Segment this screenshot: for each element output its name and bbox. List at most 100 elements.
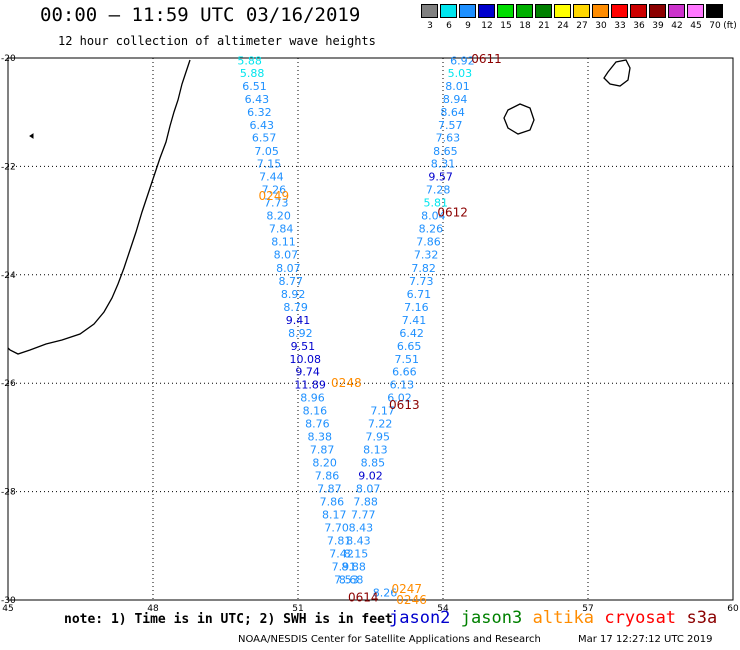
wave-height-value: 8.38 [308, 430, 333, 443]
wave-height-value: 8.79 [283, 301, 308, 314]
satellite-legend-item: altika [532, 608, 595, 628]
scale-swatch [706, 4, 723, 18]
scale-swatch [459, 4, 476, 18]
wave-height-value: 8.07 [274, 249, 299, 262]
wave-height-value: 6.43 [250, 119, 275, 132]
wave-height-value: 7.41 [402, 314, 427, 327]
wave-height-value: 6.66 [392, 365, 417, 378]
wave-height-value: 6.32 [247, 106, 272, 119]
scale-label: 27 [576, 21, 588, 31]
scale-label: 42 [671, 21, 683, 31]
scale-swatch [535, 4, 552, 18]
wave-height-value: 7.22 [368, 417, 393, 430]
wave-height-value: 7.42 [329, 547, 354, 560]
wave-height-points: 5.885.886.516.436.326.436.577.057.157.44… [237, 55, 474, 600]
wave-height-value: 7.87 [310, 443, 335, 456]
wave-height-value: 7.87 [317, 482, 342, 495]
scale-label: 30 [595, 21, 607, 31]
wave-height-value: 7.88 [353, 495, 378, 508]
scale-label: 70 [709, 21, 721, 31]
wave-height-value: 11.89 [294, 378, 326, 391]
scale-swatch [440, 4, 457, 18]
footer-note: note: 1) Time is in UTC; 2) SWH is in fe… [64, 612, 393, 627]
mauritius-coastline [603, 59, 631, 87]
wave-height-value: 5.03 [448, 67, 473, 80]
scale-label: 39 [652, 21, 664, 31]
satellite-legend-item: s3a [686, 608, 718, 628]
track-time-label: 0248 [331, 376, 362, 390]
wave-height-value: 6.43 [245, 93, 270, 106]
lon-tick-label: 54 [437, 604, 449, 614]
satellite-legend-item: jason3 [460, 608, 523, 628]
wave-height-value: 8.11 [271, 236, 296, 249]
lon-tick-label: 51 [292, 604, 303, 614]
track-time-label: 0247 [391, 582, 422, 596]
scale-swatch [516, 4, 533, 18]
page-subtitle: 12 hour collection of altimeter wave hei… [58, 34, 376, 48]
wave-height-value: 6.13 [390, 378, 415, 391]
scale-unit: (ft) [723, 21, 737, 31]
wave-height-value: 6.71 [407, 288, 432, 301]
scale-label: 9 [465, 21, 471, 31]
wave-height-value: 8.65 [433, 145, 458, 158]
scale-label: 12 [481, 21, 493, 31]
reunion-coastline [503, 103, 535, 135]
wave-height-value: 6.57 [252, 132, 277, 145]
wave-height-value: 8.26 [373, 586, 398, 599]
madagascar-coastline [7, 59, 191, 355]
wave-height-value: 8.76 [305, 417, 330, 430]
islet [29, 133, 34, 139]
wave-height-value: 8.07 [356, 482, 381, 495]
wave-height-value: 7.51 [395, 353, 420, 366]
wave-height-value: 7.28 [426, 184, 451, 197]
scale-label: 21 [538, 21, 550, 31]
wave-height-value: 7.95 [366, 430, 391, 443]
wave-height-value: 8.04 [421, 210, 446, 223]
wave-height-value: 9.74 [295, 365, 320, 378]
lat-tick-label: -22 [1, 162, 16, 172]
satellite-legend-item: jason2 [389, 608, 451, 628]
wave-height-value: 7.84 [269, 223, 294, 236]
lat-tick-label: -20 [1, 54, 16, 64]
wave-height-value: 7.82 [411, 262, 436, 275]
footer-timestamp: Mar 17 12:27:12 UTC 2019 [578, 634, 713, 645]
track-time-label: 0611 [471, 52, 502, 66]
wave-height-value: 6.02 [387, 391, 412, 404]
wave-height-value: 7.15 [257, 158, 282, 171]
track-time-label: 0613 [389, 398, 420, 412]
wave-height-value: 9.51 [291, 340, 316, 353]
scale-swatch [611, 4, 628, 18]
wave-height-value: 9.02 [358, 469, 383, 482]
footer-credit: NOAA/NESDIS Center for Satellite Applica… [238, 634, 541, 645]
satellite-legend-item: cryosat [604, 608, 677, 628]
wave-height-value: 7.57 [438, 119, 463, 132]
wave-height-value: 6.42 [399, 327, 424, 340]
wave-height-value: 8.85 [361, 456, 386, 469]
wave-height-value: 8.94 [443, 93, 468, 106]
scale-label: 45 [690, 21, 702, 31]
scale-label: 3 [427, 21, 433, 31]
scale-swatch [649, 4, 666, 18]
track-time-label: 0614 [348, 590, 379, 604]
wave-height-value: 7.17 [370, 404, 395, 417]
wave-height-value: 8.07 [276, 262, 301, 275]
scale-label: 15 [500, 21, 512, 31]
wave-height-value: 9.41 [286, 314, 311, 327]
wave-height-value: 7.77 [351, 508, 376, 521]
scale-label: 36 [633, 21, 645, 31]
track-time-label: 0249 [259, 189, 290, 203]
wave-height-value: 8.92 [281, 288, 306, 301]
wave-height-value: 7.91 [332, 560, 357, 573]
map-frame [7, 57, 734, 601]
wave-height-value: 8.15 [344, 547, 369, 560]
wave-height-value: 7.70 [324, 521, 349, 534]
scale-label: 33 [614, 21, 626, 31]
scale-swatch [421, 4, 438, 18]
wave-height-value: 6.51 [242, 80, 267, 93]
wave-height-value: 7.86 [416, 236, 441, 249]
wave-height-value: 8.68 [339, 573, 364, 586]
scale-swatch [687, 4, 704, 18]
wave-height-value: 7.86 [320, 495, 345, 508]
wave-height-value: 8.01 [445, 80, 470, 93]
